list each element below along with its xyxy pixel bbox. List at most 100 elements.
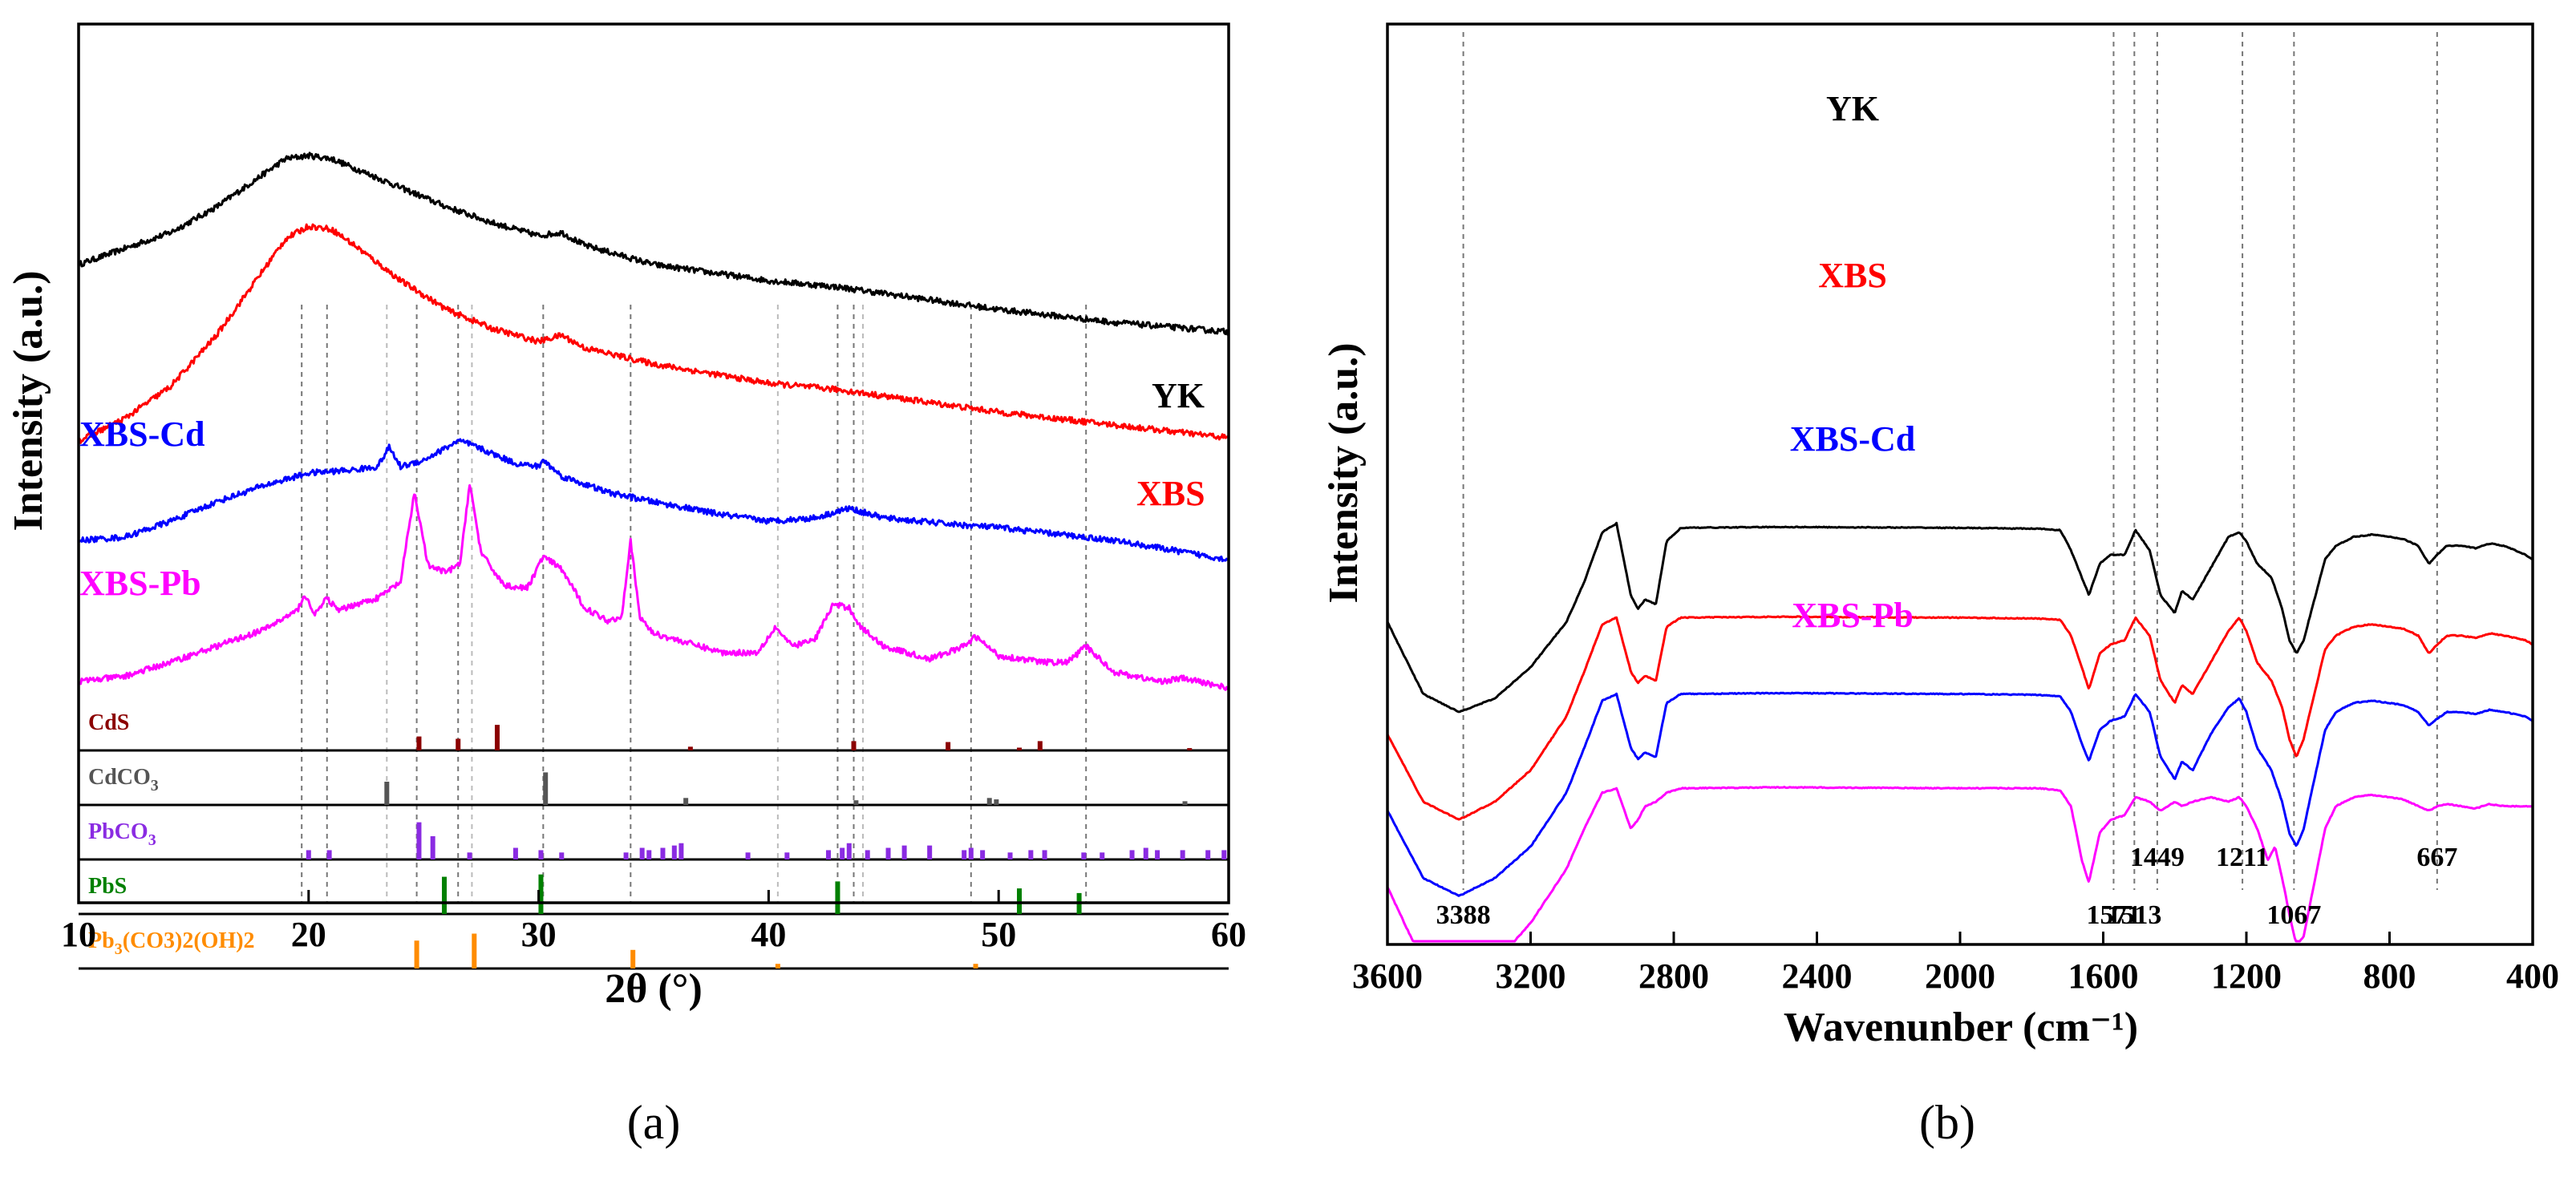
panel-a-y-axis-title: Intensity (a.u.) — [6, 270, 51, 531]
x-tick-label-b-2400: 2400 — [1782, 956, 1853, 996]
ref-peak-pbco3-9 — [639, 847, 645, 859]
x-tick-label-b-1200: 1200 — [2211, 956, 2282, 996]
x-tick-label-b-3200: 3200 — [1496, 956, 1566, 996]
ref-label-pbs: PbS — [88, 874, 127, 899]
ref-peak-cds-5 — [946, 742, 951, 750]
curve-a-xbs-cd — [78, 438, 1230, 563]
ref-label-cds: CdS — [88, 710, 129, 735]
series-label-xbs-b: XBS — [1818, 256, 1887, 295]
x-tick-label-a-40: 40 — [751, 915, 786, 954]
panel-b-x-ticks: 3600 3200 2800 2400 2000 1600 1200 800 400 — [1352, 932, 2559, 996]
curve-a-yk — [77, 152, 1230, 336]
panel-a-frame — [77, 22, 1230, 904]
panel-b-frame — [1386, 22, 2534, 946]
ref-peak-pbco3-29 — [1081, 852, 1087, 859]
ref-peak-cdco3-5 — [994, 799, 999, 805]
ref-peak-cds-4 — [851, 741, 857, 750]
ref-peak-pb3-co3-2-oh-2-4 — [973, 964, 978, 968]
x-tick-label-a-10: 10 — [61, 915, 96, 954]
ref-peak-cds-6 — [1017, 747, 1023, 750]
peak-label-1067: 1067 — [2266, 900, 2321, 930]
ref-peak-pbco3-25 — [980, 850, 986, 859]
x-tick-label-b-2000: 2000 — [1925, 956, 1995, 996]
ref-peak-pbco3-30 — [1100, 852, 1105, 859]
ref-peak-pbs-3 — [1017, 888, 1023, 914]
curve-b-xbs-cd — [1386, 691, 2534, 897]
ref-peak-pbco3-33 — [1155, 850, 1160, 859]
ref-peak-cds-7 — [1037, 741, 1043, 750]
x-tick-label-b-1600: 1600 — [2068, 956, 2139, 996]
series-label-xbs-pb-a: XBS-Pb — [79, 564, 201, 603]
curve-b-xbs — [1386, 615, 2533, 821]
ref-peak-pbco3-35 — [1205, 850, 1211, 859]
ref-peak-pbco3-26 — [1007, 852, 1013, 859]
panel-b-label: (b) — [1919, 1096, 1975, 1149]
panel-a-label: (a) — [627, 1096, 681, 1149]
ref-peak-pbco3-12 — [671, 845, 677, 859]
ref-peak-pbco3-0 — [306, 850, 311, 859]
ref-peak-pbco3-16 — [825, 850, 831, 859]
ref-peak-cdco3-2 — [683, 798, 689, 805]
panel-b-guide-lines — [1462, 32, 2438, 890]
ref-peak-pbco3-6 — [538, 850, 544, 859]
peak-label-1571: 1571 — [2086, 900, 2141, 930]
panel-a-curves — [77, 152, 1230, 691]
ref-peak-cdco3-6 — [1182, 801, 1188, 805]
ref-peak-pbco3-11 — [660, 847, 666, 859]
ref-peak-pb3-co3-2-oh-2-3 — [775, 964, 780, 968]
ref-peak-pb3-co3-2-oh-2-2 — [630, 949, 636, 968]
series-label-xbs-pb-b: XBS-Pb — [1792, 596, 1914, 635]
curve-a-xbs-pb — [78, 483, 1229, 691]
ref-peak-cds-8 — [1187, 748, 1193, 750]
ref-peak-pbco3-3 — [430, 836, 435, 859]
ref-peak-cdco3-0 — [384, 782, 390, 805]
peak-label-667: 667 — [2416, 843, 2457, 872]
curve-a-xbs — [77, 223, 1229, 444]
ref-peak-pbco3-18 — [846, 843, 852, 859]
x-tick-label-a-30: 30 — [521, 915, 557, 954]
ref-peak-pbs-0 — [442, 876, 448, 914]
panel-a-x-ticks: 10 20 30 40 50 60 — [61, 890, 1246, 954]
series-label-yk-a: YK — [1152, 376, 1205, 415]
ref-peak-pbco3-10 — [646, 850, 652, 859]
ref-peak-pbco3-19 — [865, 850, 870, 859]
ref-peak-cds-0 — [416, 736, 422, 750]
ref-peak-pb3-co3-2-oh-2-0 — [414, 940, 419, 968]
ref-peak-cds-2 — [494, 725, 500, 750]
ref-peak-cdco3-3 — [853, 800, 859, 805]
peak-label-1211: 1211 — [2216, 843, 2269, 872]
panel-b-curves — [1386, 521, 2534, 943]
ref-peak-pbco3-34 — [1180, 850, 1185, 859]
panel-b-y-axis-title: Intensity (a.u.) — [1321, 342, 1367, 603]
x-tick-label-b-800: 800 — [2363, 956, 2416, 996]
panel-a-reference-patterns: CdS CdCO3 PbCO3 PbS Pb3(CO3)2(OH)2 — [79, 710, 1229, 970]
ref-peak-pbco3-27 — [1028, 850, 1034, 859]
ref-peak-pbco3-24 — [968, 847, 974, 859]
ref-peak-cdco3-4 — [986, 798, 992, 805]
x-tick-label-b-2800: 2800 — [1638, 956, 1709, 996]
x-tick-label-a-60: 60 — [1211, 915, 1246, 954]
series-label-yk-b: YK — [1826, 89, 1879, 128]
ref-peak-pbco3-14 — [745, 852, 751, 859]
ref-peak-pbco3-4 — [467, 852, 472, 859]
panel-b-ftir: 3600 3200 2800 2400 2000 1600 1200 800 400 3388 1… — [1321, 22, 2559, 1149]
ref-peak-pbco3-13 — [678, 843, 684, 859]
ref-peak-pbco3-20 — [885, 847, 891, 859]
ref-peak-pbco3-2 — [416, 822, 422, 859]
ref-peak-pb3-co3-2-oh-2-1 — [472, 933, 477, 968]
ref-peak-pbco3-28 — [1042, 850, 1047, 859]
ref-peak-pbco3-8 — [623, 852, 629, 859]
ref-label-cdco3: CdCO3 — [88, 765, 159, 795]
x-tick-label-a-50: 50 — [981, 915, 1016, 954]
peak-label-1449: 1449 — [2130, 843, 2185, 872]
panel-b-x-axis-title: Wavenunber (cm⁻¹) — [1784, 1005, 2138, 1050]
ref-peak-pbco3-21 — [901, 845, 907, 859]
ref-peak-pbco3-1 — [326, 850, 332, 859]
ref-peak-cdco3-1 — [543, 772, 549, 805]
ref-peak-pbco3-36 — [1221, 850, 1227, 859]
ref-peak-cds-3 — [687, 746, 693, 750]
ref-peak-pbco3-15 — [784, 852, 790, 859]
x-tick-label-b-400: 400 — [2506, 956, 2559, 996]
peak-label-3388: 3388 — [1436, 900, 1491, 930]
